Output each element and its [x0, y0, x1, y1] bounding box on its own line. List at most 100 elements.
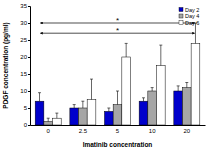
y-tick: 20 — [20, 54, 30, 60]
error-line — [143, 98, 144, 101]
y-tick-mark — [28, 57, 30, 58]
error-line — [56, 113, 57, 118]
error-line — [178, 86, 179, 91]
chart: 0 5 10 15 20 25 30 35 0 2.5 5 10 20 ** Day 2Day 4Day 6… — [0, 0, 209, 150]
y-tick: 0 — [24, 122, 30, 128]
error-bar — [47, 118, 50, 121]
error-bar — [159, 45, 162, 65]
error-cap — [38, 92, 41, 93]
y-tick: 15 — [20, 71, 30, 77]
y-tick: 5 — [24, 105, 30, 111]
error-line — [152, 88, 153, 91]
bar — [148, 91, 157, 125]
x-tick-label: 20 — [183, 128, 190, 134]
error-bar — [90, 79, 93, 99]
error-bar — [177, 86, 180, 91]
error-cap — [159, 45, 162, 46]
annotation-text: * — [116, 26, 119, 35]
legend-item: Day 6 — [179, 20, 199, 26]
error-bar — [125, 43, 128, 57]
x-tick: 10 — [149, 125, 156, 134]
error-bar — [73, 105, 76, 108]
error-cap — [177, 85, 180, 86]
y-tick: 30 — [20, 20, 30, 26]
marks — [35, 23, 200, 125]
x-tick: 20 — [183, 125, 190, 134]
y-tick: 10 — [20, 88, 30, 94]
bar — [182, 88, 191, 125]
legend-label: Day 2 — [185, 7, 199, 13]
y-tick-label: 35 — [20, 3, 27, 9]
y-tick-label: 10 — [20, 88, 27, 94]
error-line — [160, 45, 161, 65]
y-axis-title: PDGF concentration (pg/ml) — [2, 22, 10, 108]
x-tick-label: 10 — [149, 128, 156, 134]
bar — [35, 101, 44, 125]
y-axis: 0 5 10 15 20 25 30 35 — [20, 3, 30, 128]
error-cap — [116, 91, 119, 92]
legend-item: Day 4 — [179, 13, 199, 19]
legend-item: Day 2 — [179, 7, 199, 13]
y-tick-mark — [28, 91, 30, 92]
error-line — [195, 23, 196, 43]
x-axis-title: Imatinib concentration — [83, 141, 153, 148]
bar — [87, 100, 96, 126]
legend-swatch — [179, 21, 183, 25]
bar — [191, 43, 200, 125]
legend-swatch — [179, 14, 183, 18]
bar — [70, 108, 79, 125]
bar — [53, 118, 62, 125]
error-cap — [47, 118, 50, 119]
y-tick: 35 — [20, 3, 30, 9]
y-tick-mark — [28, 40, 30, 41]
legend-label: Day 4 — [185, 13, 199, 19]
error-bar — [116, 91, 119, 105]
error-line — [117, 91, 118, 105]
error-bar — [38, 93, 41, 102]
error-line — [91, 79, 92, 99]
bar — [156, 66, 165, 126]
legend-label: Day 6 — [185, 20, 199, 26]
error-line — [82, 101, 83, 108]
x-axis: 0 2.5 5 10 20 — [31, 125, 206, 134]
error-cap — [151, 87, 154, 88]
error-line — [74, 105, 75, 108]
y-tick-label: 0 — [24, 122, 28, 128]
legend-swatch — [179, 8, 183, 12]
y-tick: 25 — [20, 37, 30, 43]
error-cap — [81, 101, 84, 102]
x-tick-label: 5 — [116, 128, 120, 134]
error-line — [48, 118, 49, 121]
y-tick-label: 5 — [24, 105, 28, 111]
bar — [122, 57, 131, 125]
error-bar — [107, 108, 110, 111]
plot: 0 5 10 15 20 25 30 35 0 2.5 5 10 20 ** Day 2Day 4Day 6 — [20, 3, 205, 134]
x-tick-label: 2.5 — [79, 128, 88, 134]
error-bar — [55, 113, 58, 118]
x-axis-line — [31, 125, 206, 126]
series — [44, 83, 191, 126]
error-cap — [125, 43, 128, 44]
y-tick-label: 20 — [20, 54, 27, 60]
error-bar — [142, 98, 145, 101]
y-tick-mark — [28, 6, 30, 7]
error-cap — [185, 82, 188, 83]
error-line — [108, 108, 109, 111]
error-line — [186, 83, 187, 88]
y-tick-label: 15 — [20, 71, 27, 77]
y-tick-mark — [28, 125, 30, 126]
error-bar — [185, 83, 188, 88]
error-bar — [81, 101, 84, 108]
series — [53, 23, 200, 125]
y-tick-label: 30 — [20, 20, 27, 26]
error-cap — [142, 97, 145, 98]
y-tick-mark — [28, 74, 30, 75]
y-axis-line — [28, 7, 31, 126]
legend: Day 2Day 4Day 6 — [179, 7, 199, 26]
x-tick-label: 0 — [47, 128, 51, 134]
bar — [105, 111, 114, 125]
bar — [113, 105, 122, 125]
annotation-text: * — [116, 16, 119, 25]
error-line — [39, 93, 40, 102]
y-tick-mark — [28, 108, 30, 109]
